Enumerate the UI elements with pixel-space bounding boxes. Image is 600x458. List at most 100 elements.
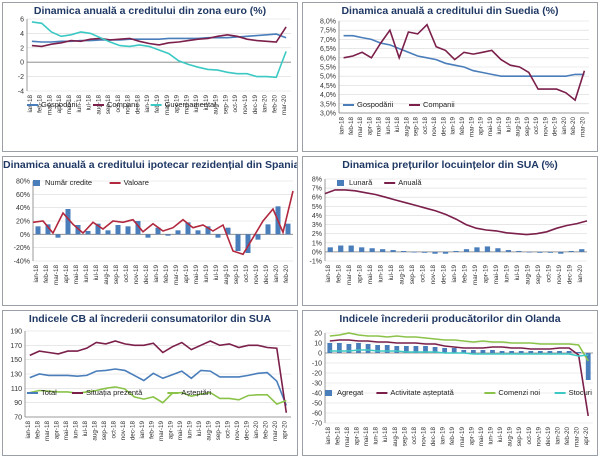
- legend-label: Gospodării: [357, 100, 394, 109]
- x-tick-label: feb-18: [34, 421, 41, 439]
- x-tick-label: mar-20: [574, 427, 581, 447]
- x-tick-label: aug-19: [515, 117, 522, 137]
- bar-număr-credite: [225, 227, 231, 235]
- x-tick-label: iul-18: [388, 265, 395, 281]
- bar-lunară: [484, 246, 491, 252]
- chart-title: Dinamica anuală a creditului din zona eu…: [33, 5, 267, 17]
- x-tick-label: dec-19: [243, 421, 250, 441]
- x-tick-label: iun-18: [385, 117, 392, 135]
- x-tick-label: ian-19: [450, 117, 457, 135]
- y-tick-label: 7,0%: [320, 37, 336, 44]
- x-tick-label: ian-18: [325, 427, 332, 445]
- y-tick-label: 20%: [16, 219, 30, 226]
- bar-agregat: [403, 346, 409, 353]
- x-tick-label: aug-19: [507, 427, 514, 447]
- bar-agregat: [365, 344, 371, 353]
- x-tick-label: feb-18: [336, 265, 343, 283]
- x-tick-label: apr-18: [357, 265, 364, 284]
- series-line-anuală: [324, 189, 588, 236]
- chart-title: Dinamica prețurilor locuințelor din SUA …: [342, 159, 558, 171]
- x-tick-label: aug-18: [399, 265, 406, 285]
- bar-lunară: [505, 250, 512, 252]
- x-tick-label: aug-18: [403, 117, 410, 137]
- x-tick-label: feb-19: [461, 265, 468, 283]
- x-tick-label: mar-18: [53, 265, 60, 285]
- x-tick-label: aug-19: [524, 265, 531, 285]
- x-tick-label: iul-19: [514, 265, 521, 281]
- x-tick-label: iun-18: [76, 95, 83, 113]
- bar-număr-credite: [205, 226, 211, 235]
- bar-număr-credite: [285, 223, 291, 235]
- x-tick-label: oct-19: [533, 117, 540, 135]
- bar-agregat: [537, 351, 543, 353]
- bar-agregat: [480, 350, 486, 353]
- y-tick-label: 110: [11, 386, 22, 393]
- y-tick-label: 7,5%: [320, 28, 336, 35]
- bar-agregat: [327, 343, 333, 353]
- panel-us-consumer-confidence: Indicele CB al încrederii consumatorilor…: [2, 310, 298, 456]
- x-tick-label: ian-20: [273, 265, 280, 283]
- chart-title: Indicele încrederii producătorilor din O…: [339, 313, 561, 325]
- spain-mortgage-chart: -40% -20% 0% 20% 40% 60% 80% ian-18 feb-18 mar-18…: [14, 178, 294, 285]
- chart-title: Indicele CB al încrederii consumatorilor…: [28, 313, 272, 325]
- y-tick-label: 6,0%: [320, 55, 336, 62]
- bar-agregat: [375, 345, 381, 353]
- legend-label: Companii: [423, 100, 455, 109]
- y-tick-label: 150: [10, 357, 22, 364]
- x-tick-label: mai-19: [177, 421, 184, 441]
- x-tick-label: sep-18: [413, 117, 420, 137]
- x-tick-label: apr-19: [468, 427, 475, 446]
- panel-sweden-credit: Dinamica anuală a creditului din Suedia …: [302, 2, 598, 152]
- x-tick-label: ian-20: [555, 427, 562, 445]
- x-tick-label: ian-18: [325, 265, 332, 283]
- legend-label: Situația prezentă: [86, 388, 143, 397]
- x-tick-label: aug-19: [205, 421, 212, 441]
- series-line-comenzi-noi: [329, 332, 589, 362]
- bar-lunară: [390, 250, 396, 252]
- x-tick-label: oct-19: [232, 95, 239, 113]
- x-tick-label: feb-20: [283, 265, 290, 283]
- legend-label: Total: [41, 388, 57, 397]
- bar-număr-credite: [45, 224, 51, 235]
- x-tick-label: mar-20: [281, 95, 288, 115]
- bar-agregat: [461, 350, 467, 353]
- x-tick-label: apr-18: [366, 117, 373, 136]
- x-tick-label: apr-20: [583, 427, 590, 446]
- x-tick-label: ian-20: [253, 421, 260, 439]
- y-tick-label: 80%: [16, 179, 30, 186]
- x-tick-label: iul-18: [394, 117, 401, 133]
- bar-agregat: [442, 348, 448, 353]
- legend-label: Anuală: [398, 178, 422, 187]
- y-tick-label: -1%: [310, 259, 322, 266]
- bar-număr-credite: [65, 209, 71, 235]
- x-tick-label: iun-19: [203, 265, 210, 283]
- x-tick-label: mai-18: [73, 265, 80, 285]
- x-tick-label: aug-18: [392, 427, 399, 447]
- legend-label: Guvernamental: [165, 100, 217, 109]
- x-tick-label: mar-19: [468, 117, 475, 137]
- x-tick-label: nov-18: [431, 117, 438, 137]
- x-tick-label: dec-19: [252, 95, 259, 115]
- x-tick-label: mar-19: [173, 265, 180, 285]
- x-tick-label: mai-19: [183, 95, 190, 115]
- x-tick-label: mai-19: [493, 265, 500, 285]
- y-tick-label: 1%: [312, 240, 322, 247]
- x-tick-label: feb-19: [459, 117, 466, 135]
- x-tick-label: sep-18: [401, 427, 408, 447]
- y-tick-label: 5,0%: [320, 74, 336, 81]
- x-tick-label: apr-18: [56, 95, 63, 114]
- bar-număr-credite: [185, 222, 191, 235]
- x-tick-label: iul-19: [203, 95, 210, 111]
- x-tick-label: sep-19: [222, 95, 229, 115]
- series-line-activitate-așteptată: [329, 339, 589, 417]
- bar-număr-credite: [155, 227, 161, 235]
- y-tick-label: 6: [20, 17, 24, 24]
- y-tick-label: 190: [10, 329, 22, 336]
- x-tick-label: mar-18: [357, 117, 364, 137]
- y-tick-label: 6%: [312, 195, 322, 202]
- bar-agregat: [576, 352, 582, 353]
- x-tick-label: apr-18: [354, 427, 361, 446]
- x-tick-label: mar-20: [579, 117, 586, 137]
- x-tick-label: ian-18: [33, 265, 40, 283]
- bar-număr-credite: [95, 223, 101, 235]
